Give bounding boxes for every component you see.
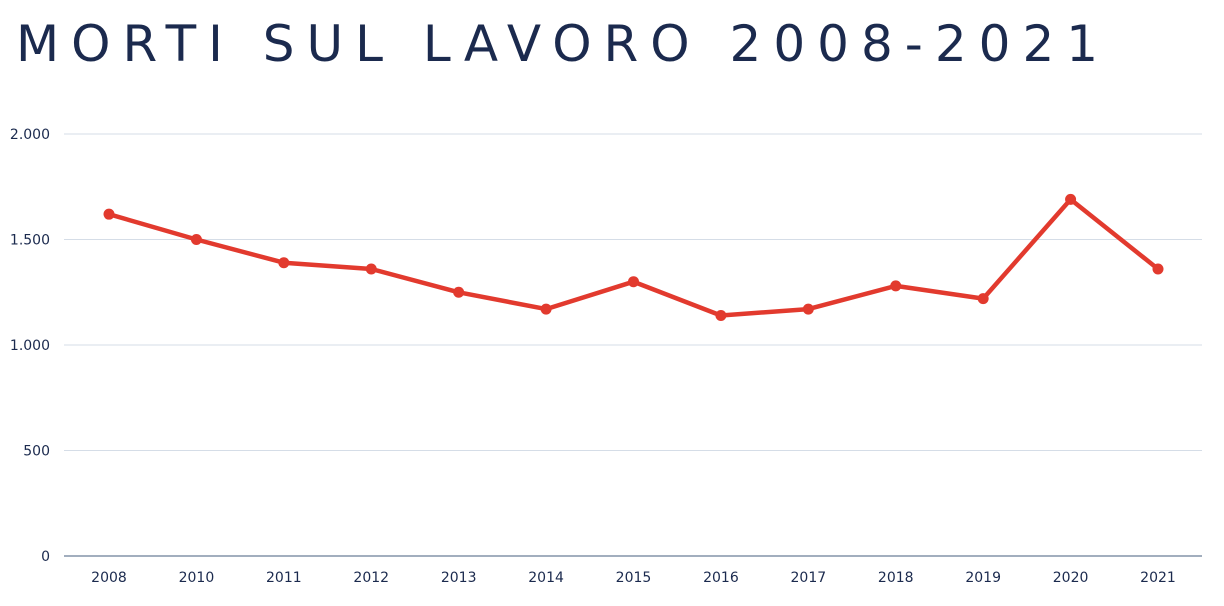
x-tick-label: 2020	[1053, 570, 1089, 586]
y-tick-label: 0	[41, 549, 50, 565]
x-tick-label: 2016	[703, 570, 739, 586]
x-tick-label: 2011	[266, 570, 302, 586]
chart-title: MORTI SUL LAVORO 2008-2021	[16, 15, 1111, 73]
x-tick-label: 2019	[965, 570, 1001, 586]
data-point	[190, 234, 202, 245]
data-point	[453, 286, 465, 298]
y-axis-tick-labels: 0 500 1.000 1.500 2.000	[10, 127, 50, 565]
x-tick-label: 2017	[791, 570, 827, 586]
data-point	[977, 293, 989, 305]
data-point	[1152, 263, 1164, 275]
data-point	[540, 303, 552, 315]
x-tick-label: 2010	[179, 570, 215, 586]
y-tick-label: 500	[23, 444, 50, 460]
x-tick-label: 2012	[353, 570, 389, 586]
x-tick-label: 2014	[528, 570, 564, 586]
series-line-path	[106, 197, 1161, 318]
data-point	[802, 303, 814, 315]
data-point	[365, 263, 377, 275]
x-axis-tick-labels: 2008 2010 2011 2012 2013 2014 2015 2016 2017 2018…	[91, 570, 1176, 586]
y-tick-label: 2.000	[10, 127, 50, 143]
data-point	[103, 208, 115, 220]
data-point	[628, 276, 639, 288]
data-point	[715, 309, 727, 321]
data-points	[103, 193, 1164, 321]
x-tick-label: 2013	[441, 570, 477, 586]
x-tick-label: 2015	[616, 570, 652, 586]
y-tick-label: 1.000	[10, 338, 50, 354]
series-line	[106, 197, 1161, 318]
x-tick-label: 2008	[91, 570, 127, 586]
gridlines	[64, 133, 1202, 557]
x-tick-label: 2018	[878, 570, 914, 586]
x-tick-label: 2021	[1140, 570, 1176, 586]
data-point	[1065, 193, 1077, 205]
data-point	[890, 280, 902, 292]
y-tick-label: 1.500	[10, 233, 50, 249]
data-point	[278, 257, 290, 269]
